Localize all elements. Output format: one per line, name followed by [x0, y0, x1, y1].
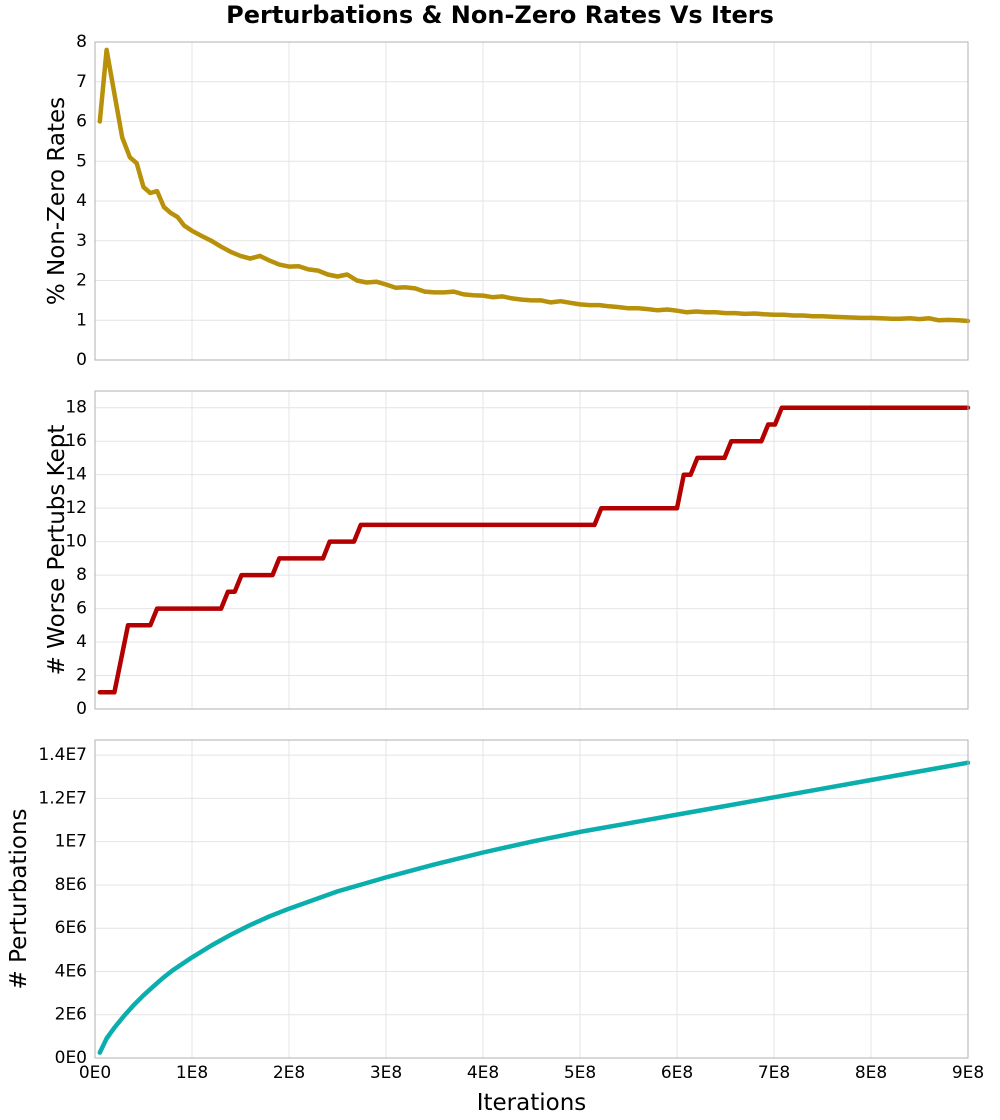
rates-y-tick-label: 5 [76, 151, 87, 171]
rates-y-axis-label: % Non-Zero Rates [44, 97, 70, 305]
perturbations-y-tick-label: 8E6 [55, 875, 87, 895]
worse-pertubs-y-tick-label: 14 [65, 465, 87, 485]
rates-y-tick-label: 6 [76, 112, 87, 132]
perturbations-plot-frame [94, 739, 969, 1059]
perturbations-y-tick-label: 6E6 [55, 918, 87, 938]
worse-pertubs-y-axis-label: # Worse Pertubs Kept [44, 425, 70, 676]
rates-y-tick-label: 0 [76, 350, 87, 370]
rates-y-tick-label: 4 [76, 191, 87, 211]
perturbations-x-tick-label: 5E8 [564, 1063, 596, 1083]
perturbations-x-tick-label: 0E0 [79, 1063, 111, 1083]
worse-pertubs-y-tick-label: 18 [65, 398, 87, 418]
perturbations-x-tick-label: 7E8 [758, 1063, 790, 1083]
perturbations-x-tick-label: 6E8 [661, 1063, 693, 1083]
perturbations-x-tick-label: 8E8 [855, 1063, 887, 1083]
rates-plot-frame [94, 41, 969, 361]
figure-title: Perturbations & Non-Zero Rates Vs Iters [226, 1, 774, 29]
panel-rates: 0 1 2 3 4 5 6 7 8 % Non-Zero Rates [44, 32, 971, 370]
perturbations-x-tick-label: 4E8 [467, 1063, 499, 1083]
worse-pertubs-plot-frame [94, 390, 969, 710]
perturbations-x-tick-label: 3E8 [370, 1063, 402, 1083]
rates-series-line [97, 47, 971, 324]
worse-pertubs-y-tick-label: 16 [65, 431, 87, 451]
rates-y-tick-label: 1 [76, 310, 87, 330]
rates-y-tick-label: 2 [76, 271, 87, 291]
perturbations-y-tick-label: 2E6 [55, 1005, 87, 1025]
worse-pertubs-y-tick-label: 4 [76, 632, 87, 652]
worse-pertubs-series-line [97, 405, 971, 695]
perturbations-x-tick-label: 2E8 [273, 1063, 305, 1083]
rates-y-tick-label: 7 [76, 72, 87, 92]
worse-pertubs-y-tick-label: 6 [76, 599, 87, 619]
worse-pertubs-y-tick-label: 8 [76, 565, 87, 585]
perturbations-y-tick-label: 1.2E7 [38, 788, 87, 808]
perturbations-y-axis-label: # Perturbations [6, 808, 32, 989]
panel-perturbations: 0E0 2E6 4E6 6E6 8E6 1E7 1.2E7 1.4E7 0E0 1E8 2E8 3E8… [6, 739, 984, 1116]
perturbations-x-tick-label: 9E8 [952, 1063, 984, 1083]
perturbations-y-tick-label: 1.4E7 [38, 745, 87, 765]
panel-worse-pertubs: 0 2 4 6 8 10 12 14 16 18 # Worse Pertubs Kept [44, 390, 971, 719]
perturbations-x-tick-label: 1E8 [176, 1063, 208, 1083]
perturbations-y-tick-label: 1E7 [55, 832, 87, 852]
perturbations-x-axis-label: Iterations [477, 1090, 587, 1116]
perturbations-y-tick-label: 0E0 [55, 1048, 87, 1068]
perturbations-y-tick-label: 4E6 [55, 961, 87, 981]
worse-pertubs-y-tick-label: 0 [76, 699, 87, 719]
perturbations-series-line [97, 760, 971, 1055]
rates-y-tick-label: 3 [76, 231, 87, 251]
worse-pertubs-y-tick-label: 2 [76, 666, 87, 686]
worse-pertubs-y-tick-label: 12 [65, 498, 87, 518]
rates-y-tick-label: 8 [76, 32, 87, 52]
worse-pertubs-y-tick-label: 10 [65, 532, 87, 552]
